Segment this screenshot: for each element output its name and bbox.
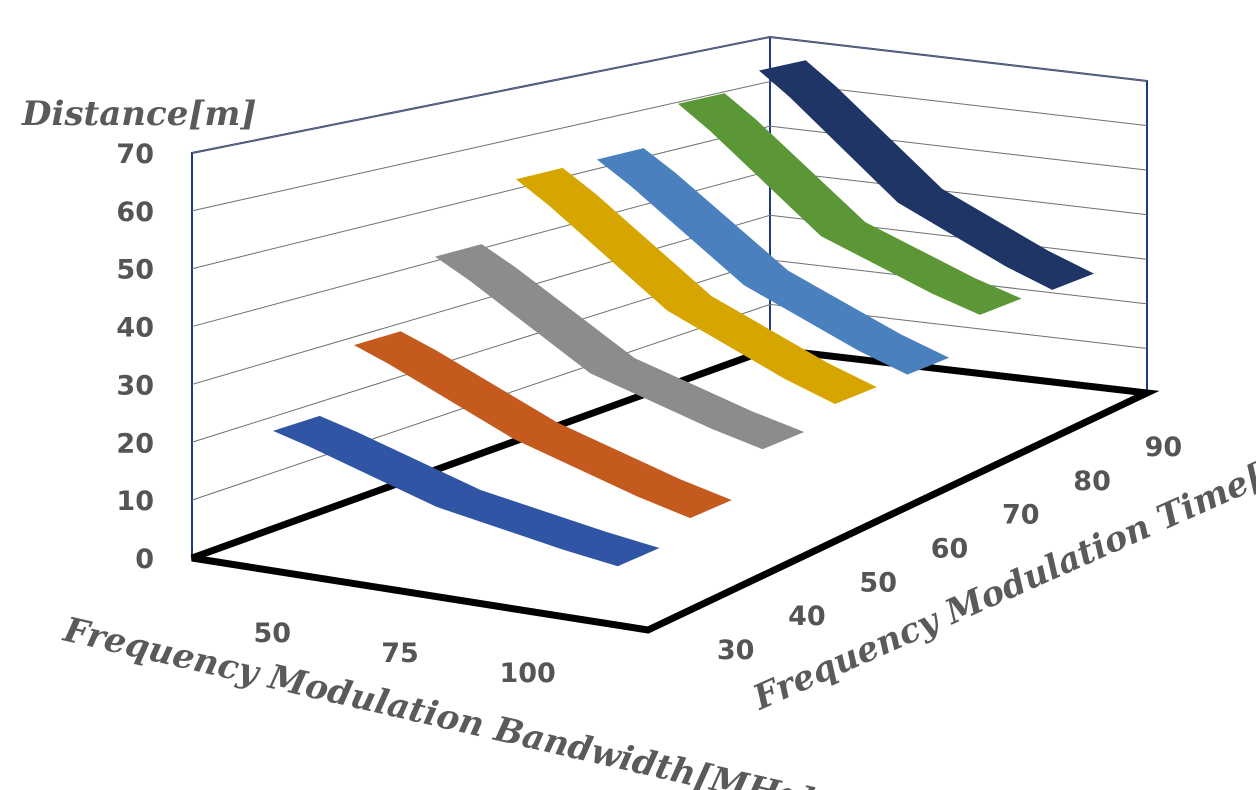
- z-tick-label: 70: [116, 139, 154, 170]
- z-tick-label: 30: [116, 370, 154, 401]
- time-tick-label: 40: [788, 601, 826, 632]
- z-tick-label: 40: [116, 313, 154, 344]
- time-tick-label: 70: [1002, 500, 1040, 531]
- z-tick-label: 60: [116, 197, 154, 228]
- gridline: [191, 303, 1148, 501]
- time-tick-label: 30: [717, 635, 755, 666]
- gridline: [191, 125, 1148, 270]
- time-tick-label: 90: [1145, 432, 1183, 463]
- series-ribbon-90: [758, 60, 1094, 290]
- bandwidth-tick-label: 50: [254, 618, 292, 649]
- chart-walls: [190, 35, 1160, 634]
- depth-axis-title: Frequency Modulation Time[µs]: [746, 432, 1256, 719]
- x-axis-title: Frequency Modulation Bandwidth[MHz]: [59, 610, 818, 790]
- z-tick-label: 20: [116, 428, 154, 459]
- series-ribbons: [273, 60, 1094, 567]
- gridline: [191, 36, 1148, 154]
- gridline: [191, 81, 1148, 212]
- series-ribbon-80: [677, 93, 1022, 315]
- series-ribbon-40: [354, 331, 732, 519]
- series-ribbon-50: [434, 244, 805, 450]
- series-ribbon-60: [515, 167, 877, 405]
- bandwidth-tick-label: 100: [499, 658, 555, 689]
- floor-edges: [190, 345, 1160, 634]
- z-tick-label: 0: [135, 544, 154, 575]
- z-axis-title: Distance[m]: [21, 94, 256, 134]
- time-tick-label: 50: [859, 567, 897, 598]
- tick-labels: 0 10 20 30 40 50 60 70 50 75 100 30 40 50 60 70 80 90: [116, 139, 1182, 689]
- series-ribbon-30: [273, 415, 660, 567]
- time-tick-label: 60: [931, 534, 969, 565]
- series-ribbon-70: [596, 148, 950, 375]
- z-tick-label: 50: [116, 255, 154, 286]
- z-tick-label: 10: [116, 486, 154, 517]
- time-tick-label: 80: [1073, 466, 1111, 497]
- bandwidth-tick-label: 75: [381, 638, 419, 669]
